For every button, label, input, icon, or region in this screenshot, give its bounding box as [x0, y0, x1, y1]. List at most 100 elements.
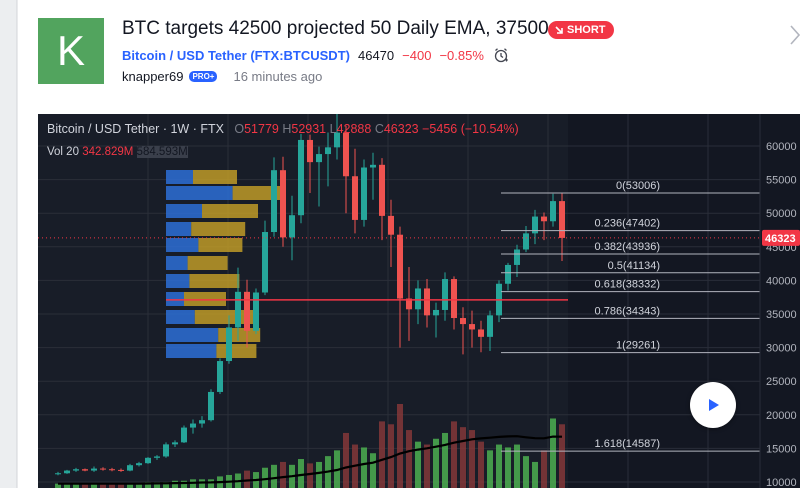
volume-bar [397, 404, 403, 488]
volume-bar [73, 483, 79, 488]
volume-profile-sell-bar [232, 186, 283, 200]
volume-bar [406, 430, 412, 488]
volume-profile-buy-bar [166, 204, 202, 218]
volume-bar [523, 456, 529, 488]
volume-bar [532, 461, 538, 488]
volume-bar [433, 438, 439, 488]
volume-profile-buy-bar [166, 186, 233, 200]
fib-level-label: 0.236(47402) [595, 218, 660, 230]
fib-level-label: 1.618(14587) [595, 438, 660, 450]
legend-c-label: C [374, 122, 384, 136]
candle-body [514, 249, 520, 265]
volume-bar [442, 432, 448, 488]
volume-bar [100, 483, 106, 488]
volume-bar [316, 461, 322, 488]
legend-interval: 1W [170, 122, 190, 136]
volume-bar [460, 427, 466, 488]
candle-body [334, 132, 340, 148]
chevron-right-icon[interactable] [788, 24, 800, 46]
volume-bar [379, 421, 385, 488]
fib-level-label: 0.786(34343) [595, 305, 660, 317]
candle-body [190, 423, 196, 428]
volume-profile-sell-bar [198, 238, 243, 252]
volume-bar [262, 467, 268, 488]
candle-body [253, 292, 259, 331]
legend-change: −5456 (−10.54%) [422, 122, 519, 136]
volume-bar [118, 483, 124, 488]
play-button[interactable] [690, 382, 736, 428]
fib-level-label: 0.5(41134) [608, 260, 660, 272]
legend-open: 51779 [244, 122, 279, 136]
legend-o-label: O [234, 122, 245, 136]
legend-low: 42888 [336, 122, 372, 136]
candle-body [154, 456, 160, 458]
candle-body [298, 139, 304, 216]
volume-bar [82, 483, 88, 488]
fib-level-label: 0.382(43936) [595, 241, 660, 253]
candle-body [442, 279, 448, 310]
volume-profile-buy-bar [166, 274, 190, 288]
candle-body [550, 201, 556, 222]
legend-exchange: FTX [200, 122, 224, 136]
avatar[interactable]: K [38, 18, 104, 84]
candle-body [280, 170, 286, 238]
candle-body [118, 469, 124, 471]
volume-profile-sell-bar [189, 274, 240, 288]
volume-profile-buy-bar [166, 238, 199, 252]
volume-bar [181, 480, 187, 488]
volume-bar [136, 483, 142, 488]
price-axis-tick-label: 50000 [766, 208, 797, 220]
volume-bar [469, 430, 475, 488]
volume-profile-sell-bar [191, 222, 246, 236]
candle-body [208, 391, 214, 421]
volume-value: 342.829M [82, 146, 134, 158]
candle-body [451, 279, 457, 319]
candle-body [316, 154, 322, 163]
volume-bar [208, 479, 214, 488]
volume-bar [541, 450, 547, 488]
chart-area[interactable]: 0(53006) 0.236(47402) 0.382(43936) 0.5(4113… [38, 114, 800, 488]
fib-level-label: 0(53006) [616, 180, 660, 192]
candle-body [433, 309, 439, 316]
price-axis-tick-label: 25000 [766, 376, 797, 388]
idea-title[interactable]: BTC targets 42500 projected 50 Daily EMA… [122, 18, 549, 39]
volume-bar [361, 447, 367, 488]
volume-profile-buy-bar [166, 328, 219, 342]
candle-body [505, 264, 511, 284]
candle-body [109, 469, 115, 471]
volume-bar [280, 461, 286, 488]
current-price-tag [762, 229, 800, 246]
volume-bar [451, 421, 457, 488]
price-axis-tick-label: 40000 [766, 275, 797, 287]
volume-bar [505, 447, 511, 488]
price-axis-tick-label: 35000 [766, 309, 797, 321]
author-name[interactable]: knapper69 [122, 69, 184, 84]
symbol-change-abs: −400 [402, 47, 432, 63]
candle-body [487, 315, 493, 337]
author-row: knapper69 PRO+ 16 minutes ago [122, 69, 322, 84]
volume-bar [109, 483, 115, 488]
price-axis-tick-label: 20000 [766, 410, 797, 422]
candle-body [541, 216, 547, 222]
price-chart[interactable]: 0(53006) 0.236(47402) 0.382(43936) 0.5(4113… [38, 114, 800, 488]
symbol-row: Bitcoin / USD Tether (FTX:BTCUSDT) 46470… [122, 46, 510, 64]
short-badge-label: SHORT [567, 24, 606, 36]
symbol-link[interactable]: Bitcoin / USD Tether (FTX:BTCUSDT) [122, 47, 350, 63]
current-price-tag-label: 46323 [765, 233, 796, 245]
volume-bar [307, 463, 313, 488]
candle-body [325, 147, 331, 155]
volume-bar [199, 479, 205, 488]
volume-bar [91, 483, 97, 488]
arrow-down-right-icon [555, 26, 563, 34]
candle-body [271, 170, 277, 233]
candle-body [379, 164, 385, 216]
candle-body [172, 442, 178, 445]
volume-profile-buy-bar [166, 344, 217, 358]
volume-bar [64, 483, 70, 488]
volume-profile-sell-bar [184, 292, 226, 306]
candle-body [343, 132, 349, 177]
legend-h-label: H [282, 122, 292, 136]
candle-body [415, 288, 421, 310]
volume-ma-line [58, 435, 563, 485]
alarm-clock-icon[interactable] [492, 46, 510, 64]
